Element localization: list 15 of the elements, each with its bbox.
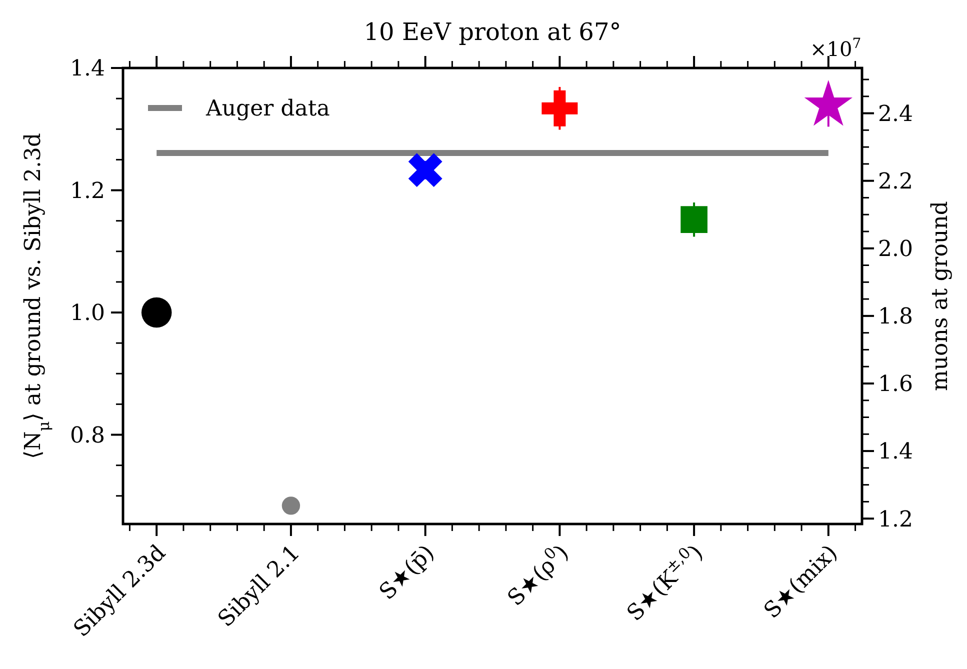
y-tick-label: 1.0 (70, 301, 105, 326)
y2-tick-label: 1.6 (878, 372, 913, 398)
y-tick-label: 0.8 (70, 423, 105, 448)
y-tick-label: 1.4 (70, 56, 105, 82)
legend-label: Auger data (205, 96, 330, 122)
y2-axis-title: muons at ground (928, 201, 953, 391)
y2-tick-label: 1.4 (878, 440, 913, 465)
chart-title: 10 EeV proton at 67° (364, 18, 622, 46)
text: ×10$^{7}$ (810, 36, 862, 61)
y2-tick-label: 1.2 (878, 507, 913, 532)
y2-tick-label: 1.8 (878, 304, 913, 330)
y2-tick-label: 2.4 (878, 102, 913, 127)
y2-tick-label: 2.0 (878, 237, 913, 262)
y-tick-label: 1.2 (70, 178, 105, 204)
y2-tick-label: 2.2 (878, 170, 913, 195)
